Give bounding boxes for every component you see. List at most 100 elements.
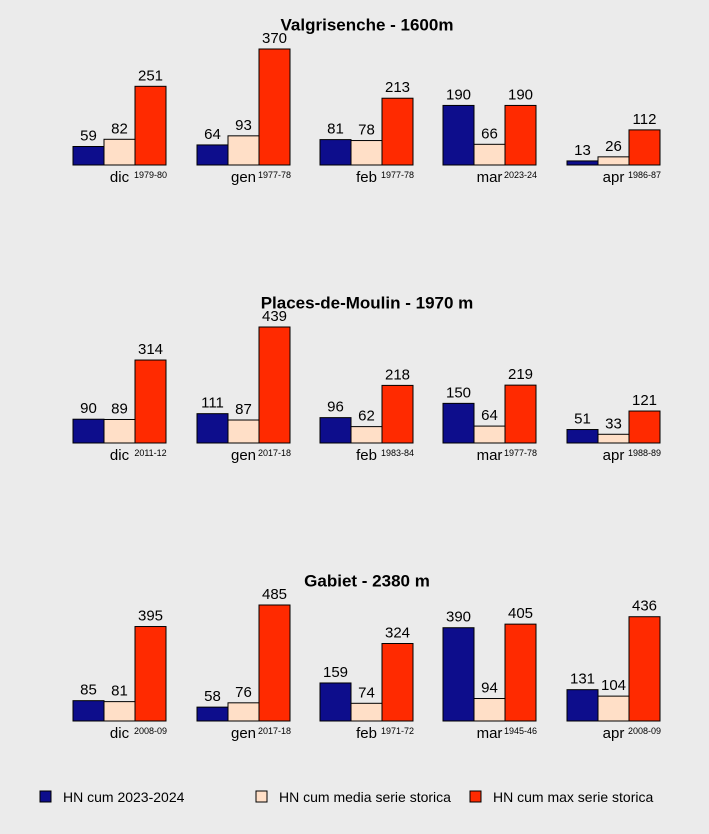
- max-year-label: 2017-18: [258, 726, 291, 736]
- data-label: 59: [80, 128, 97, 145]
- bar-current: [442, 104, 475, 166]
- panel-1: Places-de-Moulin - 1970 m 90 89 314 dic 2011-…: [72, 293, 661, 464]
- data-label: 324: [385, 625, 410, 642]
- month-label: mar: [477, 447, 503, 464]
- max-year-label: 2023-24: [504, 170, 537, 180]
- legend: HN cum 2023-2024 HN cum media serie stori…: [39, 789, 653, 805]
- bar-mean: [103, 418, 136, 444]
- panel-title: Places-de-Moulin - 1970 m: [261, 293, 474, 312]
- bar-group-dic: 90 89 314 dic 2011-12: [72, 341, 167, 464]
- panels: Valgrisenche - 1600m 59 82 251 dic 1979-80 64 9…: [72, 15, 661, 742]
- bar-max: [504, 104, 537, 166]
- month-label: apr: [603, 169, 625, 186]
- data-label: 66: [481, 125, 498, 142]
- max-year-label: 1977-78: [258, 170, 291, 180]
- bar-group-feb: 81 78 213 feb 1977-78: [319, 79, 414, 186]
- bar-current: [442, 402, 475, 444]
- bar-max: [381, 384, 414, 444]
- max-year-label: 1977-78: [504, 448, 537, 458]
- bar-current: [196, 413, 229, 444]
- bar-mean: [103, 701, 136, 722]
- data-label: 370: [262, 30, 287, 47]
- bar-max: [504, 384, 537, 444]
- data-label: 81: [327, 121, 344, 138]
- legend-swatch: [255, 790, 268, 803]
- data-label: 390: [446, 609, 471, 626]
- max-year-label: 2008-09: [628, 726, 661, 736]
- month-label: dic: [110, 447, 130, 464]
- bar-max: [628, 616, 661, 722]
- max-year-label: 1986-87: [628, 170, 661, 180]
- legend-item-max: HN cum max serie storica: [469, 789, 653, 805]
- max-year-label: 1977-78: [381, 170, 414, 180]
- data-label: 190: [446, 86, 471, 103]
- bar-current: [196, 144, 229, 166]
- bar-current: [319, 417, 352, 444]
- month-label: feb: [356, 447, 377, 464]
- max-year-label: 2017-18: [258, 448, 291, 458]
- month-label: dic: [110, 725, 130, 742]
- bar-mean: [597, 156, 630, 166]
- month-label: gen: [231, 169, 256, 186]
- bar-group-apr: 51 33 121 apr 1988-89: [566, 392, 661, 464]
- bar-current: [566, 689, 599, 722]
- bar-group-gen: 58 76 485 gen 2017-18: [196, 586, 291, 742]
- bar-current: [319, 682, 352, 722]
- data-label: 159: [323, 664, 348, 681]
- max-year-label: 1979-80: [134, 170, 167, 180]
- bar-current: [566, 429, 599, 444]
- bar-max: [628, 410, 661, 444]
- bar-group-dic: 85 81 395 dic 2008-09: [72, 608, 167, 742]
- bar-group-dic: 59 82 251 dic 1979-80: [72, 67, 167, 186]
- month-label: feb: [356, 725, 377, 742]
- bar-group-mar: 150 64 219 mar 1977-78: [442, 366, 537, 464]
- bar-group-mar: 390 94 405 mar 1945-46: [442, 605, 537, 742]
- data-label: 51: [574, 411, 591, 428]
- bar-max: [134, 359, 167, 444]
- bar-group-gen: 111 87 439 gen 2017-18: [196, 308, 291, 464]
- month-label: apr: [603, 447, 625, 464]
- data-label: 218: [385, 366, 410, 383]
- data-label: 33: [605, 415, 622, 432]
- bar-mean: [473, 425, 506, 444]
- data-label: 74: [358, 684, 375, 701]
- month-label: gen: [231, 447, 256, 464]
- bar-mean: [597, 433, 630, 444]
- bar-group-gen: 64 93 370 gen 1977-78: [196, 30, 291, 186]
- bar-mean: [350, 426, 383, 444]
- data-label: 436: [632, 598, 657, 615]
- bar-current: [72, 418, 105, 444]
- bar-group-apr: 13 26 112 apr 1986-87: [566, 111, 661, 186]
- data-label: 58: [204, 688, 221, 705]
- bar-current: [566, 160, 599, 166]
- bar-current: [319, 139, 352, 166]
- data-label: 85: [80, 682, 97, 699]
- data-label: 439: [262, 308, 287, 325]
- max-year-label: 2008-09: [134, 726, 167, 736]
- data-label: 82: [111, 120, 128, 137]
- data-label: 26: [605, 138, 622, 155]
- month-label: feb: [356, 169, 377, 186]
- max-year-label: 2011-12: [134, 448, 166, 458]
- max-year-label: 1945-46: [504, 726, 537, 736]
- bar-max: [134, 626, 167, 722]
- data-label: 112: [633, 111, 657, 128]
- data-label: 190: [508, 86, 533, 103]
- bar-mean: [597, 695, 630, 722]
- panel-2: Gabiet - 2380 m 85 81 395 dic 2008-09 58 76 485 g…: [72, 571, 661, 742]
- data-label: 81: [111, 683, 128, 700]
- bar-current: [72, 700, 105, 722]
- data-label: 64: [481, 407, 498, 424]
- bar-mean: [227, 419, 260, 444]
- max-year-label: 1983-84: [381, 448, 414, 458]
- legend-item-mean: HN cum media serie storica: [255, 789, 451, 805]
- legend-label: HN cum 2023-2024: [63, 789, 185, 805]
- data-label: 111: [201, 395, 224, 412]
- data-label: 131: [570, 671, 595, 688]
- data-label: 150: [446, 384, 471, 401]
- legend-label: HN cum media serie storica: [279, 789, 451, 805]
- data-label: 93: [235, 117, 252, 134]
- bar-mean: [350, 140, 383, 166]
- data-label: 62: [358, 408, 375, 425]
